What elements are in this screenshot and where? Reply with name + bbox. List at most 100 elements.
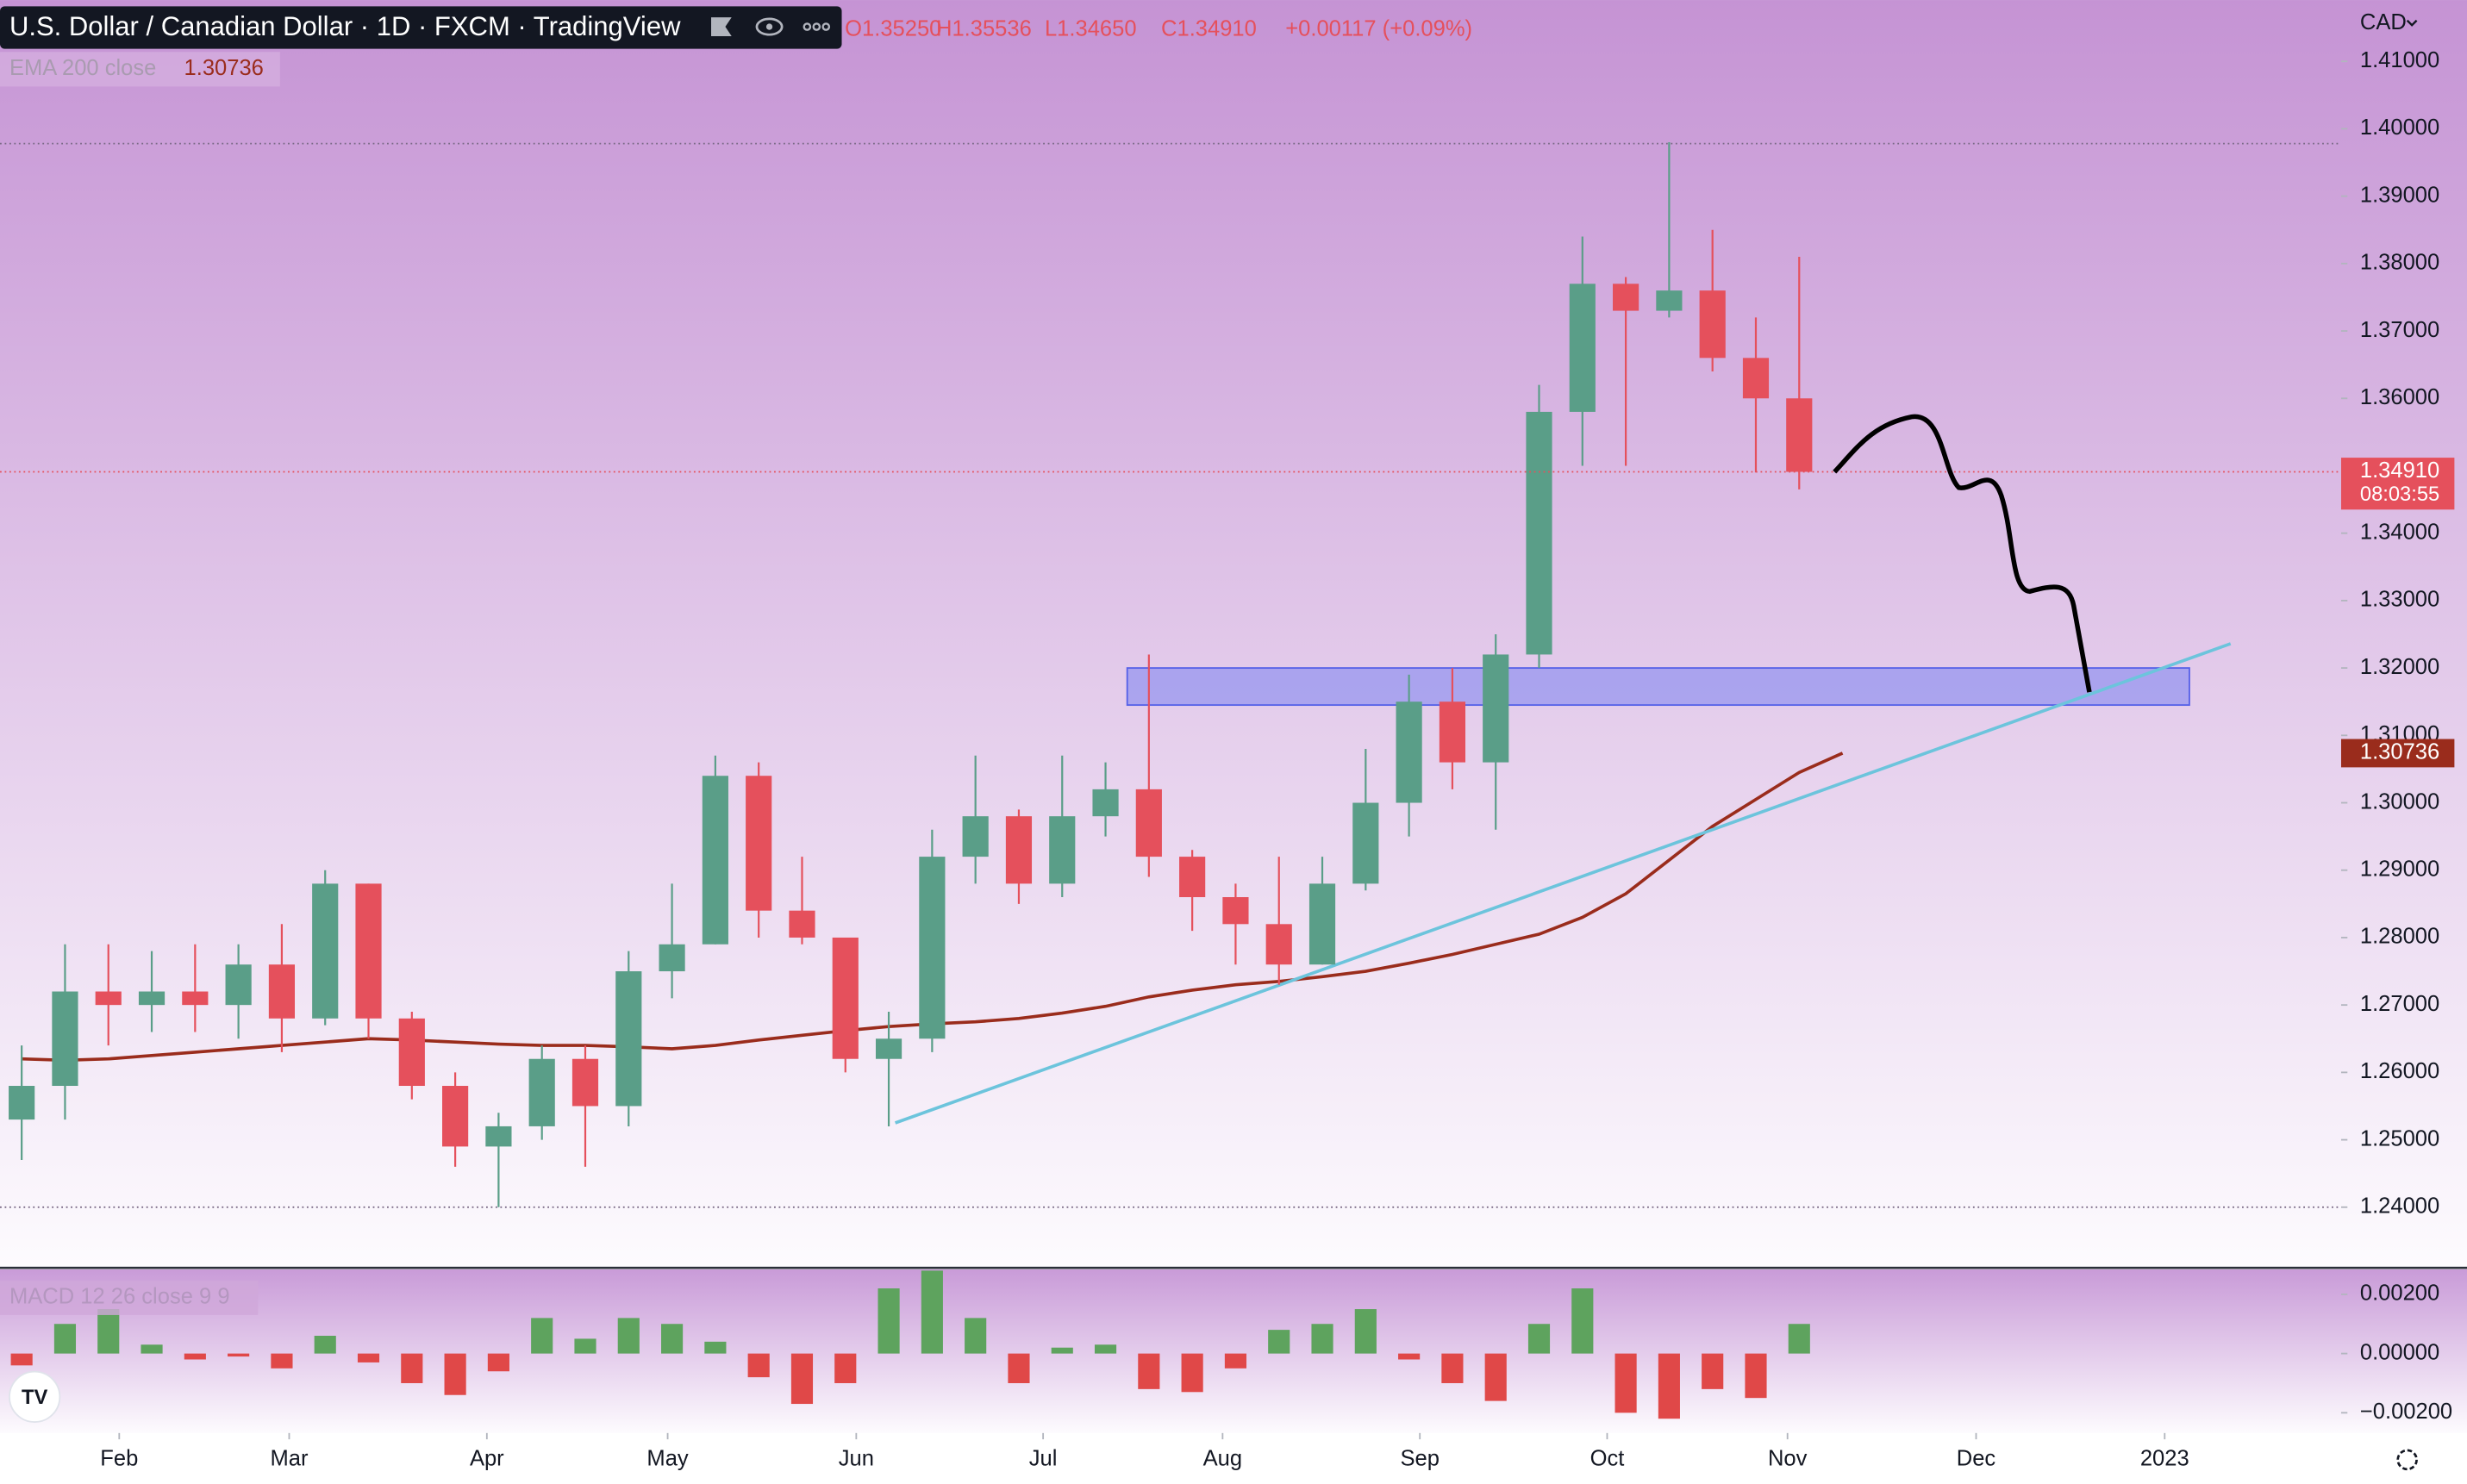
macd-bar [921,1270,943,1354]
macd-bar [1702,1353,1724,1389]
time-axis [0,1432,2467,1484]
macd-bar [271,1353,293,1369]
macd-bar [965,1318,987,1354]
candle-body [875,1038,902,1059]
candle-body [485,1125,512,1147]
macd-bar [401,1353,423,1383]
ohlc-value: L1.34650 [1045,16,1137,41]
candle-body [528,1058,555,1126]
candle-body [312,883,339,1019]
ema-price-label: 1.30736 [2360,740,2439,764]
macd-bar [10,1353,33,1366]
symbol-box[interactable] [0,6,842,49]
macd-bar [1354,1309,1377,1354]
macd-bar [1398,1353,1421,1360]
macd-bar [1658,1353,1680,1419]
macd-bar [1788,1324,1810,1354]
y-tick-label: 1.27000 [2360,992,2439,1016]
macd-legend-box [0,1280,259,1315]
settings-icon[interactable] [2396,1449,2418,1471]
ema-legend-box [0,52,280,87]
candle-body [615,971,642,1107]
x-tick-label: 2023 [2140,1447,2189,1471]
candle-body [1179,857,1206,898]
macd-bar [487,1353,509,1372]
macd-bar [1614,1353,1637,1413]
tv-logo-mark: TV [22,1387,47,1409]
macd-bar [1441,1353,1464,1383]
currency-caret [2406,19,2418,27]
candle-body [1439,701,1466,763]
y-tick-label: 1.41000 [2360,48,2439,72]
candle-body [1049,816,1076,884]
candle-body [1699,290,1726,359]
macd-bar [1571,1288,1594,1354]
candle-body [1742,358,1770,399]
y-tick-label: 1.25000 [2360,1126,2439,1150]
currency-label[interactable]: CAD [2360,10,2407,34]
x-tick-label: Feb [100,1447,138,1471]
macd-bar [1008,1353,1030,1383]
candle-body [1613,284,1639,311]
eye-icon[interactable] [755,17,784,36]
candle-body [1265,924,1292,965]
x-tick-label: Nov [1768,1447,1808,1471]
y-tick-label: 1.40000 [2360,115,2439,140]
macd-bar [747,1353,770,1378]
candle-body [1222,897,1249,925]
candle-body [1656,290,1683,311]
macd-bar [53,1324,77,1354]
projection-drawing [1833,414,2092,693]
candle-body [962,816,989,857]
trendline [894,642,2232,1125]
x-tick-label: Oct [1590,1447,1625,1471]
candle-body [225,964,252,1006]
candle-body [1483,654,1509,763]
x-tick-label: Jun [839,1447,874,1471]
macd-bar [1527,1324,1551,1354]
y-tick-label: 1.32000 [2360,655,2439,679]
macd-bar [97,1309,120,1354]
more-icon[interactable] [803,22,831,31]
macd-bar [617,1318,640,1354]
candle-body [1396,701,1422,803]
flag-icon[interactable] [711,17,732,37]
macd-bar [878,1288,900,1354]
x-tick-label: May [646,1447,688,1471]
macd-bar [790,1353,814,1405]
candle-body [919,857,946,1039]
y-tick-label: 1.30000 [2360,789,2439,814]
macd-bar [228,1353,250,1357]
candle-body [1135,789,1162,857]
candle-body [398,1018,425,1087]
candle-body [746,776,772,911]
candle-body [702,776,728,945]
tv-logo[interactable] [9,1370,61,1423]
candle-body [442,1086,469,1147]
y-tick-label: 1.24000 [2360,1194,2439,1219]
y-tick-label: 1.26000 [2360,1059,2439,1083]
y-tick-label: 1.36000 [2360,385,2439,409]
macd-bar [1138,1353,1160,1389]
y-tick-label: 1.33000 [2360,588,2439,612]
macd-bar [1094,1344,1117,1354]
last-price-box [2340,458,2455,510]
y-tick-label: 1.34000 [2360,520,2439,544]
y-tick-label: 1.38000 [2360,251,2439,275]
macd-y-tick-label: −0.00200 [2360,1400,2452,1424]
candle-body [1308,883,1336,965]
candle-body [832,937,859,1059]
ema-legend-name: EMA 200 close [9,56,156,80]
x-tick-label: Jul [1029,1447,1058,1471]
candle-body [1005,816,1033,884]
macd-bar [1224,1353,1247,1369]
macd-bar [1268,1330,1290,1354]
x-tick-label: Aug [1203,1447,1242,1471]
x-tick-label: Apr [470,1447,504,1471]
y-tick-label: 1.28000 [2360,925,2439,949]
macd-bar [444,1353,466,1395]
macd-bar [141,1344,163,1354]
countdown-label: 08:03:55 [2360,483,2439,506]
macd-legend-name: MACD 12 26 close 9 9 [9,1285,230,1309]
macd-bar [574,1338,596,1354]
